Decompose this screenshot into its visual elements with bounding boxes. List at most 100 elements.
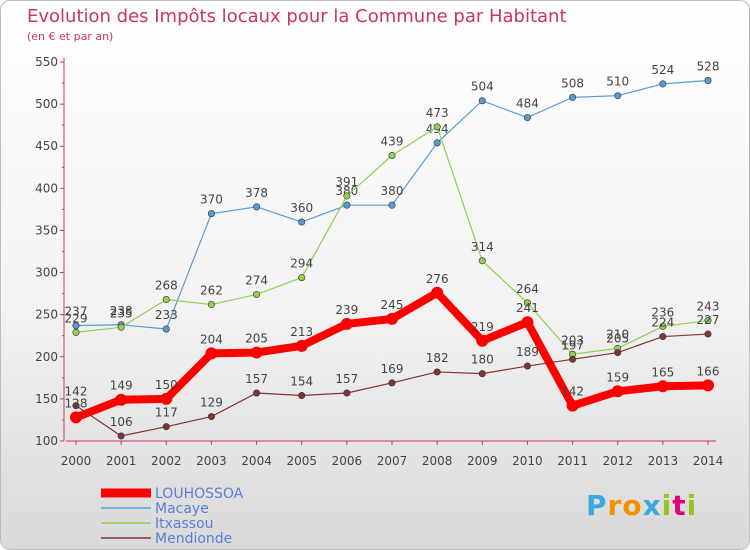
brand-letter: r — [607, 489, 623, 522]
data-label: 510 — [606, 75, 629, 89]
data-label: 142 — [65, 385, 88, 399]
data-label: 149 — [110, 379, 133, 393]
data-label: 205 — [606, 332, 629, 346]
x-tick-label: 2014 — [693, 454, 724, 468]
data-label: 233 — [155, 308, 178, 322]
data-point — [298, 392, 306, 400]
data-point — [343, 192, 351, 200]
data-point — [117, 432, 125, 440]
brand-letter: i — [686, 489, 698, 522]
data-label: 473 — [426, 106, 449, 120]
data-point — [659, 322, 667, 330]
data-point — [523, 114, 531, 122]
legend-label: Itxassou — [155, 516, 214, 532]
data-label: 117 — [155, 406, 178, 420]
series-louhossoa: 128 149 150 204 205 213 239 245 276 219 241 142 159 1… — [65, 272, 719, 424]
data-label: 204 — [200, 332, 223, 346]
data-label: 360 — [290, 201, 313, 215]
data-point — [343, 201, 351, 209]
data-label: 229 — [65, 311, 88, 325]
data-label: 268 — [155, 279, 178, 293]
data-label: 210 — [606, 327, 629, 341]
x-tick-label: 2008 — [422, 454, 453, 468]
data-point — [569, 93, 577, 101]
data-label: 274 — [245, 273, 268, 287]
data-label: 197 — [561, 338, 584, 352]
data-point — [207, 210, 215, 218]
data-label: 106 — [110, 415, 133, 429]
data-label: 528 — [697, 60, 720, 74]
data-label: 165 — [651, 365, 674, 379]
brand-letter: i — [661, 489, 673, 522]
x-tick-label: 2000 — [61, 454, 92, 468]
data-point — [253, 290, 261, 298]
data-label: 378 — [245, 186, 268, 200]
data-point — [614, 92, 622, 100]
data-point — [704, 77, 712, 85]
data-point — [343, 389, 351, 397]
y-tick-label: 100 — [35, 434, 58, 448]
data-point — [478, 257, 486, 265]
data-point — [207, 413, 215, 421]
x-tick-label: 2006 — [332, 454, 363, 468]
data-point — [431, 286, 444, 299]
x-tick-label: 2001 — [106, 454, 137, 468]
legend-label: Macaye — [155, 501, 209, 517]
brand-letter: P — [586, 489, 608, 522]
y-tick-label: 150 — [35, 392, 58, 406]
data-point — [433, 368, 441, 376]
data-point — [704, 317, 712, 325]
data-point — [433, 123, 441, 131]
data-label: 314 — [471, 240, 494, 254]
data-label: 150 — [155, 378, 178, 392]
data-label: 189 — [516, 345, 539, 359]
data-point — [117, 323, 125, 331]
data-label: 241 — [516, 301, 539, 315]
data-label: 224 — [651, 316, 674, 330]
data-point — [70, 411, 82, 424]
data-label: 213 — [290, 325, 313, 339]
data-point — [704, 330, 712, 338]
data-point — [386, 312, 398, 325]
brand-letter: o — [622, 489, 643, 522]
data-label: 262 — [200, 284, 223, 298]
data-point — [523, 299, 531, 307]
data-point — [523, 362, 531, 370]
data-label: 180 — [471, 353, 494, 367]
x-tick-label: 2010 — [512, 454, 543, 468]
chart-subtitle: (en € et par an) — [27, 30, 114, 43]
data-point — [433, 139, 441, 147]
y-tick-label: 250 — [35, 308, 58, 322]
data-point — [521, 316, 534, 329]
x-tick-label: 2012 — [602, 454, 633, 468]
y-tick-label: 450 — [35, 139, 58, 153]
data-point — [476, 334, 489, 347]
data-label: 142 — [561, 385, 584, 399]
brand-letter: x — [642, 489, 662, 522]
data-label: 182 — [426, 351, 449, 365]
data-label: 439 — [381, 134, 404, 148]
data-label: 236 — [651, 305, 674, 319]
data-label: 129 — [200, 396, 223, 410]
legend-label: Mendionde — [155, 531, 232, 547]
data-point — [207, 301, 215, 309]
brand-logo: Proxiti — [586, 489, 697, 522]
data-point — [569, 355, 577, 363]
data-label: 380 — [335, 184, 358, 198]
data-label: 169 — [381, 362, 404, 376]
data-label: 205 — [245, 332, 268, 346]
data-point — [656, 380, 669, 393]
x-tick-label: 2005 — [286, 454, 317, 468]
y-tick-label: 300 — [35, 266, 58, 280]
data-point — [253, 389, 261, 397]
x-tick-label: 2002 — [151, 454, 182, 468]
data-point — [298, 218, 306, 226]
data-label: 524 — [651, 63, 674, 77]
data-point — [295, 339, 308, 352]
data-point — [298, 274, 306, 282]
data-point — [72, 402, 80, 410]
data-label: 239 — [335, 303, 358, 317]
